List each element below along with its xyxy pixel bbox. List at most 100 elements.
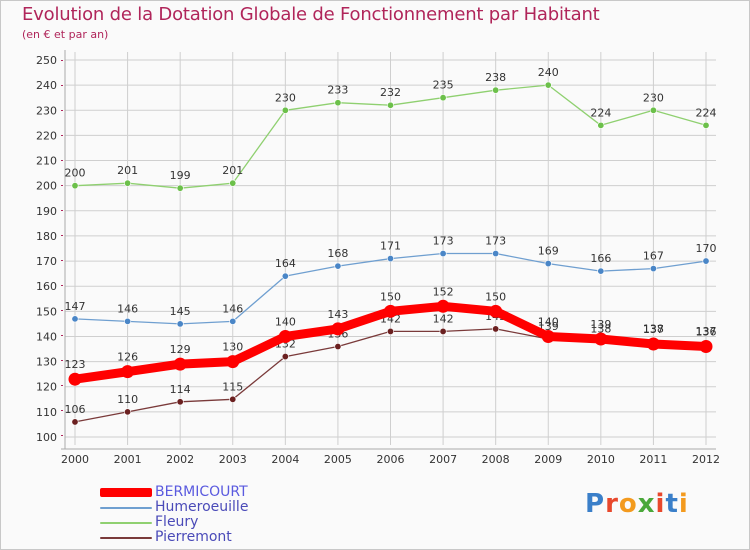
data-label: 170 (696, 242, 717, 255)
data-point (646, 337, 660, 351)
data-point (176, 320, 184, 328)
data-point (386, 255, 394, 263)
x-tick-label: 2004 (271, 453, 299, 466)
data-point (124, 317, 132, 325)
data-point (124, 408, 132, 416)
data-point (281, 272, 289, 280)
data-point (439, 327, 447, 335)
data-label: 200 (65, 167, 86, 180)
data-point (597, 121, 605, 129)
data-label: 146 (222, 302, 243, 315)
data-point (229, 179, 237, 187)
legend-item: Humeroeuille (100, 500, 248, 515)
legend-item: Pierremont (100, 530, 248, 545)
data-label: 173 (485, 235, 506, 248)
y-tick-label: 140 (36, 330, 57, 343)
data-label: 164 (275, 257, 296, 270)
data-label: 115 (222, 380, 243, 393)
x-tick-label: 2003 (219, 453, 247, 466)
data-point (702, 121, 710, 129)
data-label: 166 (590, 252, 611, 265)
data-label: 106 (65, 403, 86, 416)
data-label: 147 (65, 300, 86, 313)
y-tick-label: 210 (36, 155, 57, 168)
data-point (334, 262, 342, 270)
data-label: 230 (643, 91, 664, 104)
y-tick-label: 230 (36, 104, 57, 117)
x-tick-label: 2009 (534, 453, 562, 466)
data-point (384, 304, 397, 318)
x-tick-label: 2002 (166, 453, 194, 466)
logo-letter: x (637, 489, 656, 519)
logo-letter: t (665, 489, 679, 519)
data-label: 173 (433, 235, 454, 248)
data-label: 199 (170, 169, 191, 182)
data-point (176, 184, 184, 192)
x-tick-label: 2005 (324, 453, 352, 466)
data-label: 232 (380, 86, 401, 99)
data-label: 150 (380, 290, 401, 303)
data-point (492, 250, 500, 258)
data-label: 167 (643, 250, 664, 263)
proxiti-logo: Proxiti (585, 489, 689, 519)
data-label: 145 (170, 305, 191, 318)
data-label: 238 (485, 71, 506, 84)
data-point (121, 365, 135, 379)
legend-label: BERMICOURT (155, 484, 248, 500)
data-label: 129 (170, 343, 191, 356)
y-tick-label: 240 (36, 79, 57, 92)
legend-swatch (100, 536, 152, 539)
x-tick-label: 2001 (114, 453, 142, 466)
data-label: 140 (538, 315, 559, 328)
data-point (702, 257, 710, 265)
data-label: 137 (696, 325, 717, 338)
x-tick-label: 2010 (587, 453, 615, 466)
logo-letter: P (585, 489, 606, 519)
data-point (594, 332, 608, 346)
y-tick-label: 150 (36, 305, 57, 318)
x-tick-label: 2006 (377, 453, 405, 466)
data-label: 139 (590, 318, 611, 331)
legend-swatch (100, 521, 152, 524)
data-point (649, 106, 657, 114)
data-label: 143 (327, 308, 348, 321)
y-tick-label: 110 (36, 406, 57, 419)
data-point (173, 357, 187, 371)
data-point (71, 315, 79, 323)
data-point (544, 260, 552, 268)
y-tick-label: 170 (36, 255, 57, 268)
data-point (229, 395, 237, 403)
data-label: 224 (696, 106, 717, 119)
data-label: 233 (327, 84, 348, 97)
logo-letter: o (618, 489, 638, 519)
data-point (334, 343, 342, 351)
data-point (699, 340, 713, 354)
y-tick-label: 130 (36, 356, 57, 369)
data-point (649, 265, 657, 273)
x-tick-label: 2012 (692, 453, 720, 466)
data-label: 126 (117, 351, 138, 364)
data-point (71, 418, 79, 426)
logo-letter: r (605, 489, 619, 519)
data-label: 201 (117, 164, 138, 177)
x-tick-label: 2000 (61, 453, 89, 466)
chart-subtitle: (en € et par an) (22, 28, 109, 41)
x-tick-label: 2007 (429, 453, 457, 466)
data-label: 140 (275, 315, 296, 328)
y-tick-label: 100 (36, 431, 57, 444)
data-point (436, 299, 450, 313)
legend-label: Fleury (155, 514, 199, 530)
y-tick-label: 120 (36, 381, 57, 394)
data-point (597, 267, 605, 275)
y-tick-label: 250 (36, 54, 57, 67)
data-label: 230 (275, 91, 296, 104)
data-point (489, 304, 503, 318)
data-point (334, 99, 342, 107)
data-point (544, 81, 552, 89)
data-point (226, 355, 240, 369)
chart-title: Evolution de la Dotation Globale de Fonc… (22, 4, 600, 25)
data-label: 142 (433, 312, 454, 325)
data-label: 110 (117, 393, 138, 406)
data-point (492, 325, 500, 333)
